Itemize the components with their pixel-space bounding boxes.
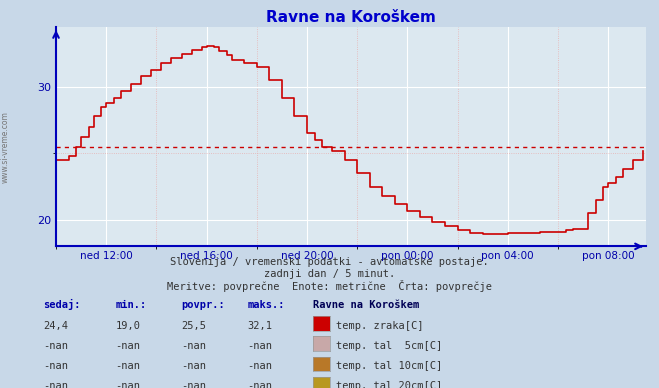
Text: temp. tal 20cm[C]: temp. tal 20cm[C] bbox=[336, 381, 442, 388]
Text: -nan: -nan bbox=[115, 381, 140, 388]
Text: temp. zraka[C]: temp. zraka[C] bbox=[336, 320, 424, 331]
Text: www.si-vreme.com: www.si-vreme.com bbox=[1, 111, 10, 184]
Text: Ravne na Koroškem: Ravne na Koroškem bbox=[313, 300, 419, 310]
Text: sedaj:: sedaj: bbox=[43, 300, 80, 310]
Title: Ravne na Koroškem: Ravne na Koroškem bbox=[266, 10, 436, 24]
Text: -nan: -nan bbox=[247, 381, 272, 388]
Text: 32,1: 32,1 bbox=[247, 320, 272, 331]
Text: povpr.:: povpr.: bbox=[181, 300, 225, 310]
Text: -nan: -nan bbox=[181, 361, 206, 371]
Text: Meritve: povprečne  Enote: metrične  Črta: povprečje: Meritve: povprečne Enote: metrične Črta:… bbox=[167, 280, 492, 292]
Text: -nan: -nan bbox=[247, 361, 272, 371]
Text: min.:: min.: bbox=[115, 300, 146, 310]
Text: -nan: -nan bbox=[181, 341, 206, 351]
Text: 19,0: 19,0 bbox=[115, 320, 140, 331]
Text: -nan: -nan bbox=[181, 381, 206, 388]
Text: -nan: -nan bbox=[247, 341, 272, 351]
Text: maks.:: maks.: bbox=[247, 300, 285, 310]
Text: 25,5: 25,5 bbox=[181, 320, 206, 331]
Text: -nan: -nan bbox=[43, 361, 68, 371]
Text: -nan: -nan bbox=[115, 341, 140, 351]
Text: -nan: -nan bbox=[115, 361, 140, 371]
Text: temp. tal 10cm[C]: temp. tal 10cm[C] bbox=[336, 361, 442, 371]
Text: -nan: -nan bbox=[43, 341, 68, 351]
Text: 24,4: 24,4 bbox=[43, 320, 68, 331]
Text: temp. tal  5cm[C]: temp. tal 5cm[C] bbox=[336, 341, 442, 351]
Text: Slovenija / vremenski podatki - avtomatske postaje.: Slovenija / vremenski podatki - avtomats… bbox=[170, 256, 489, 267]
Text: -nan: -nan bbox=[43, 381, 68, 388]
Text: zadnji dan / 5 minut.: zadnji dan / 5 minut. bbox=[264, 269, 395, 279]
